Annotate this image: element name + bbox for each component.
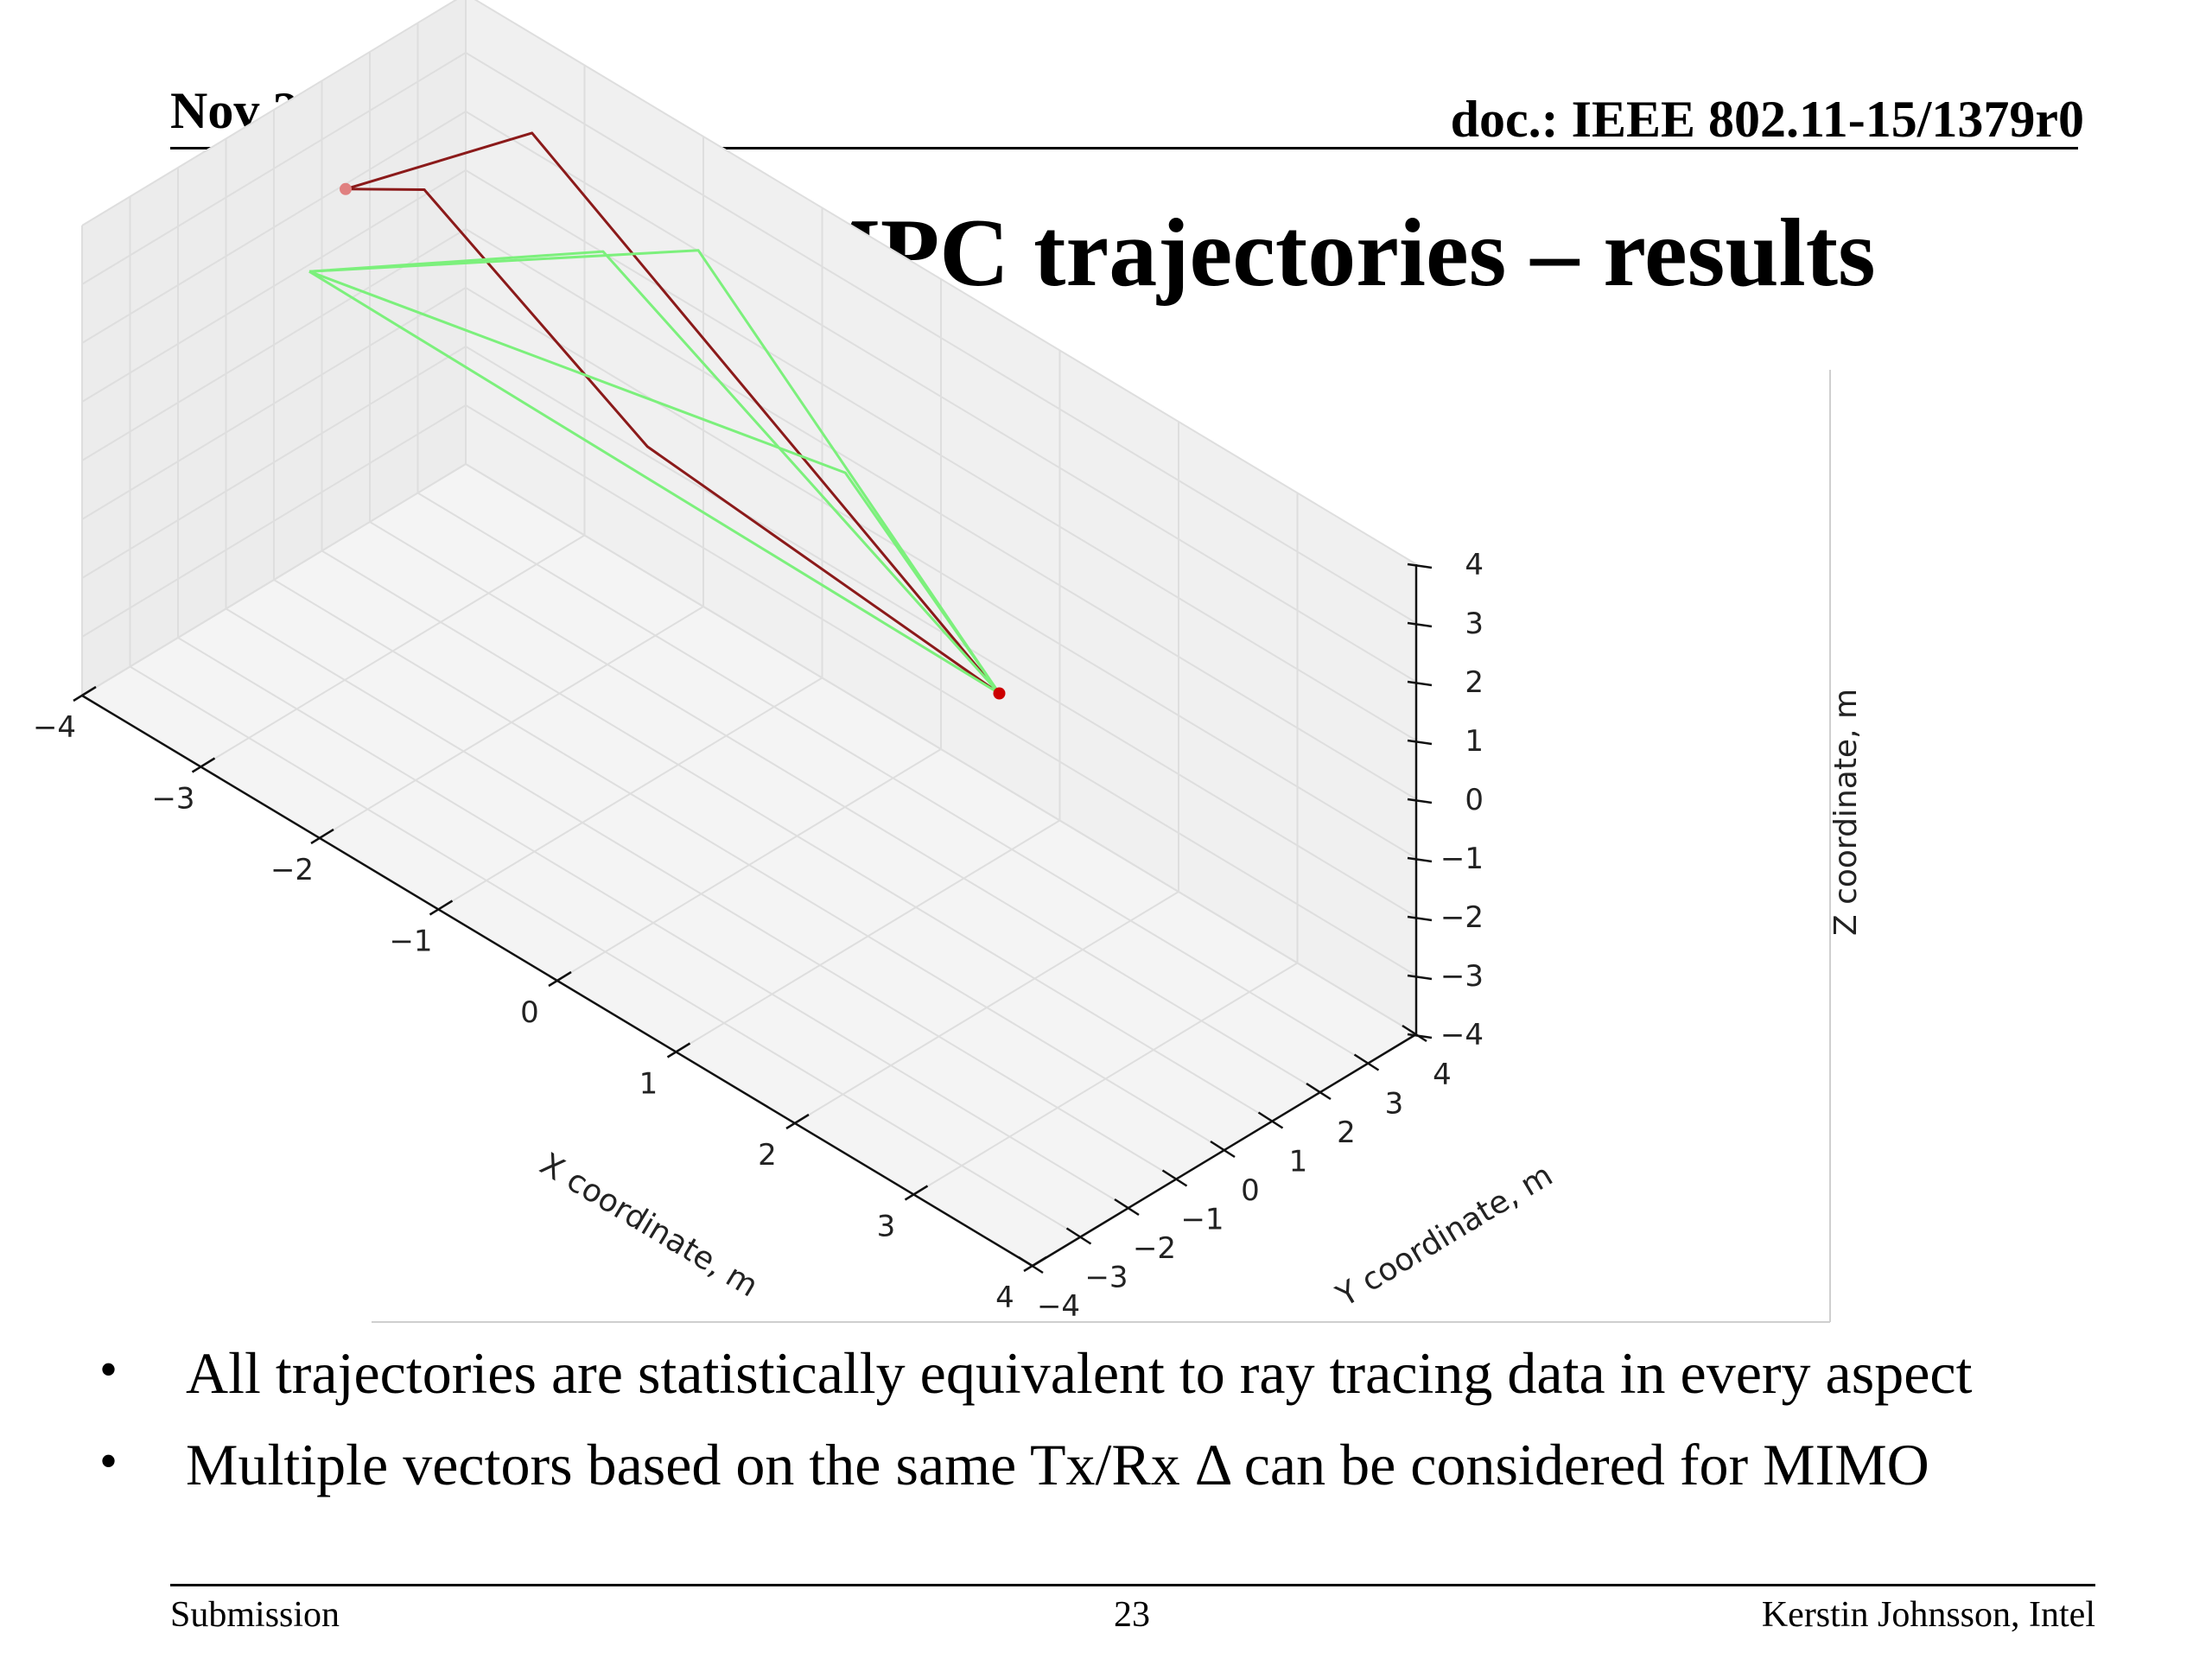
y-tick-label: −1 bbox=[1180, 1203, 1224, 1237]
footer-author: Kerstin Johnsson, Intel bbox=[1761, 1595, 2095, 1635]
trajectory-line bbox=[345, 131, 1001, 695]
z-tick bbox=[1407, 621, 1433, 628]
trajectory-marker bbox=[993, 687, 1006, 700]
z-tick bbox=[1407, 798, 1433, 804]
x-tick bbox=[666, 1042, 691, 1058]
x-tick bbox=[191, 757, 216, 773]
footer-page-number: 23 bbox=[1114, 1595, 1150, 1635]
y-axis-label: Y coordinate, m bbox=[1330, 1158, 1559, 1315]
z-tick-label: −3 bbox=[1440, 959, 1484, 994]
grid-line bbox=[465, 169, 1417, 741]
x-tick-label: −4 bbox=[33, 710, 76, 745]
z-tick bbox=[1407, 739, 1433, 746]
bullet-dot: • bbox=[99, 1433, 118, 1490]
x-tick-label: 0 bbox=[520, 995, 539, 1030]
trajectory-line bbox=[308, 270, 1001, 695]
y-tick bbox=[1210, 1140, 1236, 1159]
header-rule bbox=[170, 147, 2078, 149]
grid-line bbox=[81, 111, 467, 344]
trajectory-line bbox=[308, 270, 1001, 695]
x-tick bbox=[548, 970, 572, 988]
x-tick bbox=[310, 828, 334, 845]
x-tick-label: 4 bbox=[995, 1281, 1014, 1315]
y-tick-label: 2 bbox=[1337, 1116, 1356, 1150]
y-tick bbox=[1402, 1024, 1427, 1043]
z-tick-label: 1 bbox=[1465, 724, 1484, 759]
y-tick bbox=[1306, 1082, 1332, 1101]
footer-submission: Submission bbox=[170, 1595, 340, 1635]
grid-line bbox=[794, 891, 1179, 1124]
x-tick-label: 3 bbox=[877, 1210, 896, 1244]
grid-line bbox=[465, 463, 1417, 1035]
grid-line bbox=[474, 0, 1417, 565]
trajectory-line bbox=[423, 188, 1001, 695]
x-tick-label: −3 bbox=[151, 782, 194, 817]
z-tick-label: 0 bbox=[1465, 783, 1484, 817]
z-tick bbox=[1407, 856, 1433, 863]
chart-panes bbox=[82, 0, 1416, 1266]
y-tick bbox=[1161, 1169, 1188, 1187]
y-tick bbox=[1257, 1111, 1284, 1129]
x-tick bbox=[73, 685, 97, 702]
x-axis-label: X coordinate, m bbox=[534, 1147, 764, 1304]
chart-series bbox=[308, 131, 1006, 700]
grid-line bbox=[81, 0, 458, 226]
grid-line bbox=[465, 52, 1417, 624]
y-tick-label: −4 bbox=[1037, 1289, 1080, 1324]
bullet-dot: • bbox=[99, 1341, 118, 1398]
grid-line bbox=[321, 550, 1274, 1122]
y-tick bbox=[1018, 1255, 1044, 1274]
grid-line bbox=[81, 52, 467, 285]
header-doc-id: doc.: IEEE 802.11-15/1379r0 bbox=[1450, 91, 2084, 148]
trajectory-line bbox=[308, 249, 1001, 695]
x-tick-label: 2 bbox=[758, 1138, 777, 1173]
trajectory-marker bbox=[340, 182, 352, 195]
chart-frame bbox=[81, 370, 1831, 1323]
y-tick bbox=[1353, 1053, 1380, 1071]
z-tick bbox=[1407, 915, 1433, 922]
z-tick bbox=[1407, 680, 1433, 687]
z-tick-label: 2 bbox=[1465, 665, 1484, 700]
y-tick-label: 1 bbox=[1289, 1145, 1308, 1179]
x-tick bbox=[429, 899, 454, 916]
y-tick-label: 4 bbox=[1433, 1058, 1452, 1092]
z-tick-label: −2 bbox=[1440, 900, 1484, 935]
x-tick bbox=[1023, 1255, 1047, 1273]
z-tick-label: −4 bbox=[1440, 1018, 1484, 1052]
z-tick bbox=[1407, 974, 1433, 981]
z-axis-label: Z coordinate, m bbox=[1828, 689, 1864, 936]
chart-grid bbox=[81, 0, 1417, 1267]
z-tick bbox=[1407, 1033, 1433, 1039]
grid-line bbox=[369, 521, 1321, 1093]
x-tick bbox=[785, 1113, 810, 1130]
grid-line bbox=[416, 492, 1370, 1065]
x-tick-label: −1 bbox=[389, 925, 432, 959]
bullet-text: Multiple vectors based on the same Tx/Rx… bbox=[186, 1432, 1929, 1497]
x-tick-label: −2 bbox=[270, 853, 314, 887]
grid-line bbox=[465, 228, 1417, 800]
footer-rule bbox=[170, 1584, 2095, 1586]
x-tick bbox=[904, 1185, 929, 1201]
z-tick-label: 4 bbox=[1465, 548, 1484, 582]
grid-line bbox=[465, 111, 1417, 683]
z-tick-label: −1 bbox=[1440, 842, 1484, 876]
z-tick bbox=[1407, 563, 1433, 569]
grid-line bbox=[81, 169, 467, 403]
trajectory-line bbox=[345, 188, 426, 191]
z-tick-label: 3 bbox=[1465, 607, 1484, 641]
x-tick-label: 1 bbox=[639, 1067, 658, 1102]
grid-line bbox=[912, 962, 1299, 1196]
y-tick bbox=[1065, 1227, 1092, 1245]
grid-line bbox=[273, 579, 1225, 1151]
grid-line bbox=[675, 819, 1061, 1053]
y-tick-label: 3 bbox=[1385, 1087, 1404, 1122]
y-tick-label: −2 bbox=[1133, 1231, 1176, 1266]
bullet-text: All trajectories are statistically equiv… bbox=[186, 1340, 1973, 1406]
trajectory-line bbox=[308, 250, 1001, 695]
y-tick bbox=[1114, 1198, 1140, 1217]
y-tick-label: 0 bbox=[1241, 1173, 1260, 1208]
y-tick-label: −3 bbox=[1084, 1261, 1128, 1295]
